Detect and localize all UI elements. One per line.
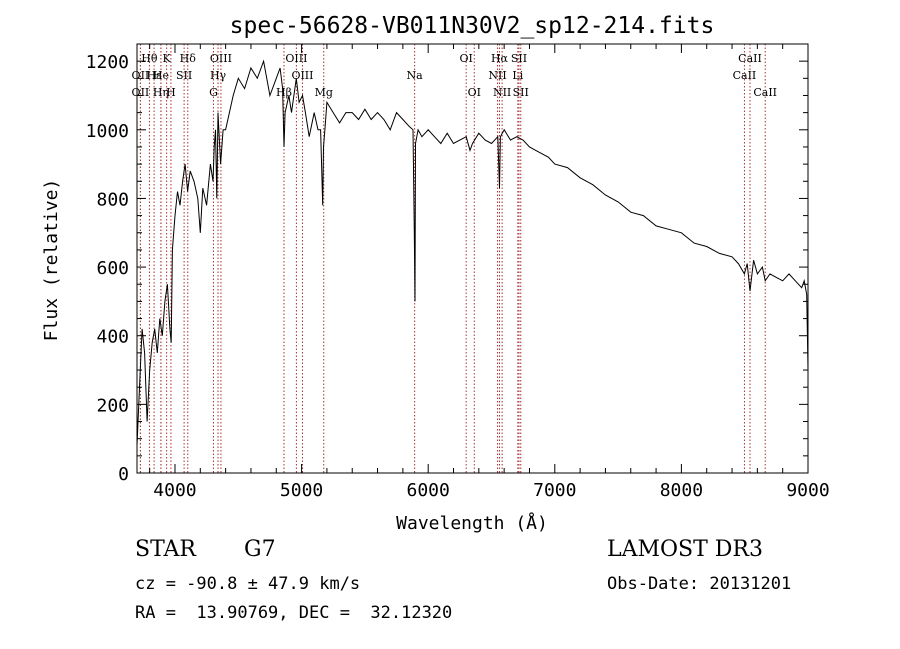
- line-label-1: OII: [132, 69, 150, 82]
- line-label-18: OI: [459, 52, 472, 65]
- coordinates: RA = 13.90769, DEC = 32.12320: [135, 603, 453, 623]
- object-subclass: G7: [244, 537, 276, 562]
- line-label-5: K: [163, 52, 172, 65]
- x-tick-label-4: 8000: [660, 480, 703, 501]
- y-tick-label-3: 600: [96, 258, 129, 279]
- line-label-4: Hη: [153, 86, 169, 99]
- line-label-13: OIII: [285, 52, 307, 65]
- x-tick-label-1: 5000: [280, 480, 323, 501]
- y-tick-label-1: 200: [96, 395, 129, 416]
- line-label-11: Hγ: [210, 69, 227, 82]
- line-label-8: Hδ: [180, 52, 197, 65]
- y-axis: 0 200 400 600 800 1000 1200: [86, 52, 808, 485]
- spectrum-line: [136, 59, 809, 446]
- line-label-27: CaII: [733, 69, 757, 82]
- line-label-9: SII: [176, 69, 192, 82]
- line-label-15: Hβ: [276, 86, 292, 99]
- line-label-10: OIII: [210, 52, 232, 65]
- x-axis-label: Wavelength (Å): [396, 512, 548, 534]
- line-label-7: H: [166, 86, 176, 99]
- line-label-19: OI: [468, 86, 481, 99]
- line-label-0: Hθ: [141, 52, 158, 65]
- plot-frame: [136, 43, 809, 474]
- line-label-20: Hα: [491, 52, 509, 65]
- line-label-21: NII: [488, 69, 506, 82]
- line-label-6: He: [153, 69, 169, 82]
- chart-title: spec-56628-VB011N30V2_sp12-214.fits: [230, 13, 715, 39]
- y-tick-label-0: 0: [118, 464, 129, 485]
- x-tick-label-0: 4000: [153, 480, 196, 501]
- line-label-14: OIII: [291, 69, 313, 82]
- observation-date: Obs-Date: 20131201: [607, 574, 792, 594]
- redshift-cz: cz = -90.8 ± 47.9 km/s: [135, 574, 361, 594]
- y-tick-label-2: 400: [96, 327, 129, 348]
- line-label-24: Li: [512, 69, 523, 82]
- line-label-25: SII: [513, 86, 529, 99]
- object-class: STAR: [135, 537, 196, 562]
- line-label-17: Na: [407, 69, 424, 82]
- line-label-23: SII: [511, 52, 527, 65]
- line-label-22: NII: [493, 86, 511, 99]
- line-label-26: CaII: [738, 52, 762, 65]
- line-label-12: G: [209, 86, 218, 99]
- y-axis-label: Flux (relative): [41, 179, 62, 342]
- line-label-28: CaII: [753, 86, 777, 99]
- y-tick-label-6: 1200: [86, 52, 129, 73]
- x-tick-label-2: 6000: [407, 480, 450, 501]
- line-label-2: OII: [132, 86, 150, 99]
- line-label-16: Mg: [315, 86, 333, 99]
- y-tick-label-4: 800: [96, 189, 129, 210]
- x-tick-label-3: 7000: [533, 480, 576, 501]
- x-axis: 4000 5000 6000 7000 8000 9000: [149, 44, 830, 501]
- spectral-line-markers: [139, 44, 766, 473]
- survey-name: LAMOST DR3: [607, 537, 763, 562]
- line-label-3: Hε: [146, 69, 162, 82]
- x-tick-label-5: 9000: [786, 480, 829, 501]
- y-tick-label-5: 1000: [86, 121, 129, 142]
